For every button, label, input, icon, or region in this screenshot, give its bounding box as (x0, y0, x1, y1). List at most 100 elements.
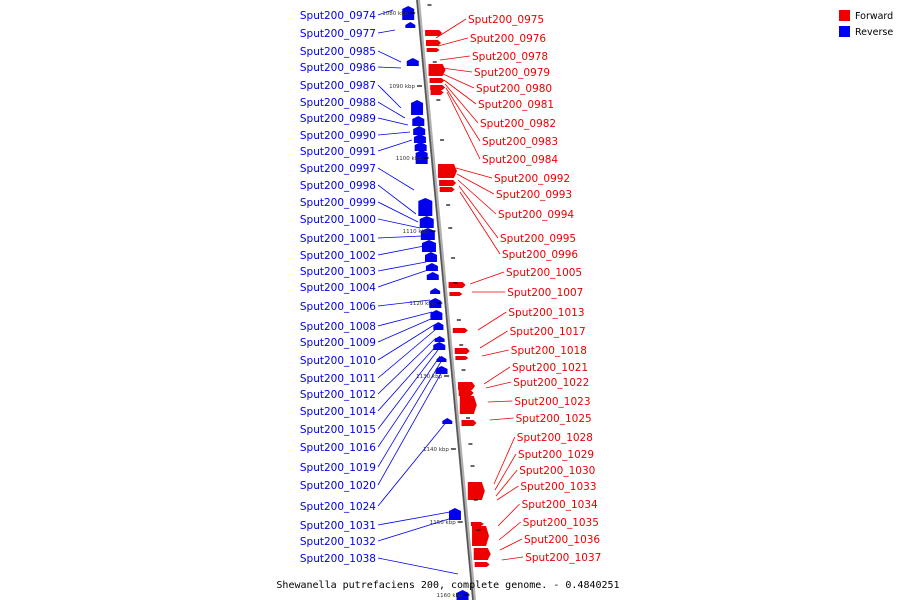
reverse-gene-label: Sput200_1016 (300, 442, 376, 454)
reverse-gene-arrow (418, 198, 433, 216)
forward-leader-line (457, 179, 497, 215)
reverse-gene-label: Sput200_0998 (300, 180, 376, 192)
forward-leader-line (499, 538, 523, 551)
reverse-leader-line (377, 511, 451, 526)
reverse-gene-arrow (413, 134, 426, 143)
forward-gene-arrow (454, 348, 470, 354)
reverse-gene-label: Sput200_0997 (300, 163, 376, 175)
reverse-leader-line (377, 349, 439, 430)
reverse-gene-arrow (402, 6, 415, 20)
forward-gene-label: Sput200_0978 (472, 51, 548, 63)
reverse-gene-label: Sput200_1009 (300, 337, 376, 349)
forward-gene-label: Sput200_1034 (522, 499, 598, 511)
forward-leader-line (487, 400, 513, 403)
forward-leader-line (445, 87, 481, 142)
kbp-tick-label: 1120 kbp (409, 301, 435, 307)
reverse-gene-label: Sput200_1002 (300, 250, 376, 262)
forward-gene-arrow (455, 356, 469, 360)
reverse-gene-label: Sput200_0991 (300, 146, 376, 158)
forward-gene-label: Sput200_1029 (518, 449, 594, 461)
forward-gene-label: Sput200_0984 (482, 154, 558, 166)
kbp-scale-group: 1080 kbp 1090 kbp 1100 kbp 1110 kbp 1120 kbp… (382, 4, 481, 599)
reverse-gene-arrow (425, 263, 438, 271)
reverse-leader-line (377, 317, 434, 343)
reverse-leader-line (377, 517, 453, 542)
forward-gene-arrow (461, 420, 477, 426)
reverse-gene-label: Sput200_0988 (300, 97, 376, 109)
forward-gene-label: Sput200_1005 (506, 267, 582, 279)
forward-gene-arrow (437, 164, 457, 178)
forward-gene-label: Sput200_0992 (494, 173, 570, 185)
forward-gene-label: Sput200_1013 (508, 307, 584, 319)
reverse-leader-line (377, 235, 423, 239)
forward-gene-arrow (428, 64, 446, 76)
forward-leader-line (458, 185, 499, 239)
forward-leader-line (497, 503, 520, 527)
reverse-leader-line (377, 324, 435, 361)
forward-gene-label: Sput200_1021 (512, 362, 588, 374)
reverse-gene-arrow (435, 366, 448, 374)
forward-gene-label: Sput200_0993 (496, 189, 572, 201)
reverse-gene-label: Sput200_1024 (300, 501, 376, 513)
reverse-leader-line (377, 9, 394, 16)
reverse-leader-line (377, 299, 431, 307)
forward-gene-label: Sput200_0976 (470, 33, 546, 45)
forward-gene-label: Sput200_1033 (520, 481, 596, 493)
reverse-gene-arrow (433, 342, 446, 350)
forward-leader-line (444, 83, 479, 124)
reverse-leader-line (377, 66, 402, 69)
forward-gene-arrow (473, 548, 491, 560)
reverse-gene-arrow (429, 298, 442, 308)
forward-gene-label: Sput200_1028 (517, 432, 593, 444)
reverse-gene-arrow (456, 590, 469, 600)
reverse-gene-label: Sput200_0990 (300, 130, 376, 142)
forward-gene-label: Sput200_1023 (514, 396, 590, 408)
forward-gene-arrow (439, 180, 457, 186)
forward-gene-label: Sput200_1022 (513, 377, 589, 389)
forward-leader-line (501, 556, 524, 561)
reverse-leader-line (377, 269, 429, 288)
reverse-leader-line (377, 131, 411, 136)
reverse-leader-line (377, 557, 459, 575)
reverse-gene-label: Sput200_0977 (300, 28, 376, 40)
forward-gene-arrow (425, 30, 443, 36)
forward-gene-label: Sput200_0994 (498, 209, 574, 221)
reverse-gene-label: Sput200_1003 (300, 266, 376, 278)
forward-gene-arrow (449, 292, 463, 296)
legend: Forward Reverse (839, 10, 893, 38)
forward-leader-line (443, 79, 477, 105)
reverse-gene-arrow (430, 288, 441, 294)
forward-leader-line (489, 417, 514, 421)
reverse-gene-label: Sput200_0989 (300, 113, 376, 125)
forward-gene-group (425, 30, 491, 567)
forward-leader-line (446, 91, 481, 160)
legend-forward-label: Forward (855, 11, 893, 22)
reverse-gene-label: Sput200_0999 (300, 197, 376, 209)
reverse-leader-line (377, 167, 415, 191)
reverse-gene-arrow (413, 126, 426, 135)
reverse-gene-arrow (406, 58, 419, 66)
forward-leader-line (495, 469, 518, 497)
forward-gene-label: Sput200_0996 (502, 249, 578, 261)
reverse-leader-line (377, 311, 433, 327)
reverse-gene-arrow (448, 508, 461, 520)
forward-leader-line (483, 366, 511, 385)
forward-gene-label: Sput200_0979 (474, 67, 550, 79)
reverse-gene-label: Sput200_1031 (300, 520, 376, 532)
forward-gene-arrow (426, 40, 442, 46)
reverse-gene-label: Sput200_1014 (300, 406, 376, 418)
forward-leader-line (496, 485, 519, 501)
reverse-leader-line (377, 245, 425, 256)
reverse-gene-label: Sput200_1019 (300, 462, 376, 474)
reverse-gene-arrow (421, 240, 436, 252)
kbp-tick-label: 1080 kbp (382, 11, 408, 17)
kbp-tick-label: 1090 kbp (389, 84, 415, 90)
forward-gene-arrow (458, 390, 474, 396)
reverse-leader-line (377, 29, 396, 34)
reverse-gene-arrow (424, 252, 437, 262)
forward-gene-arrow (452, 328, 468, 333)
forward-gene-label: Sput200_1018 (511, 345, 587, 357)
reverse-gene-arrow (419, 216, 434, 228)
